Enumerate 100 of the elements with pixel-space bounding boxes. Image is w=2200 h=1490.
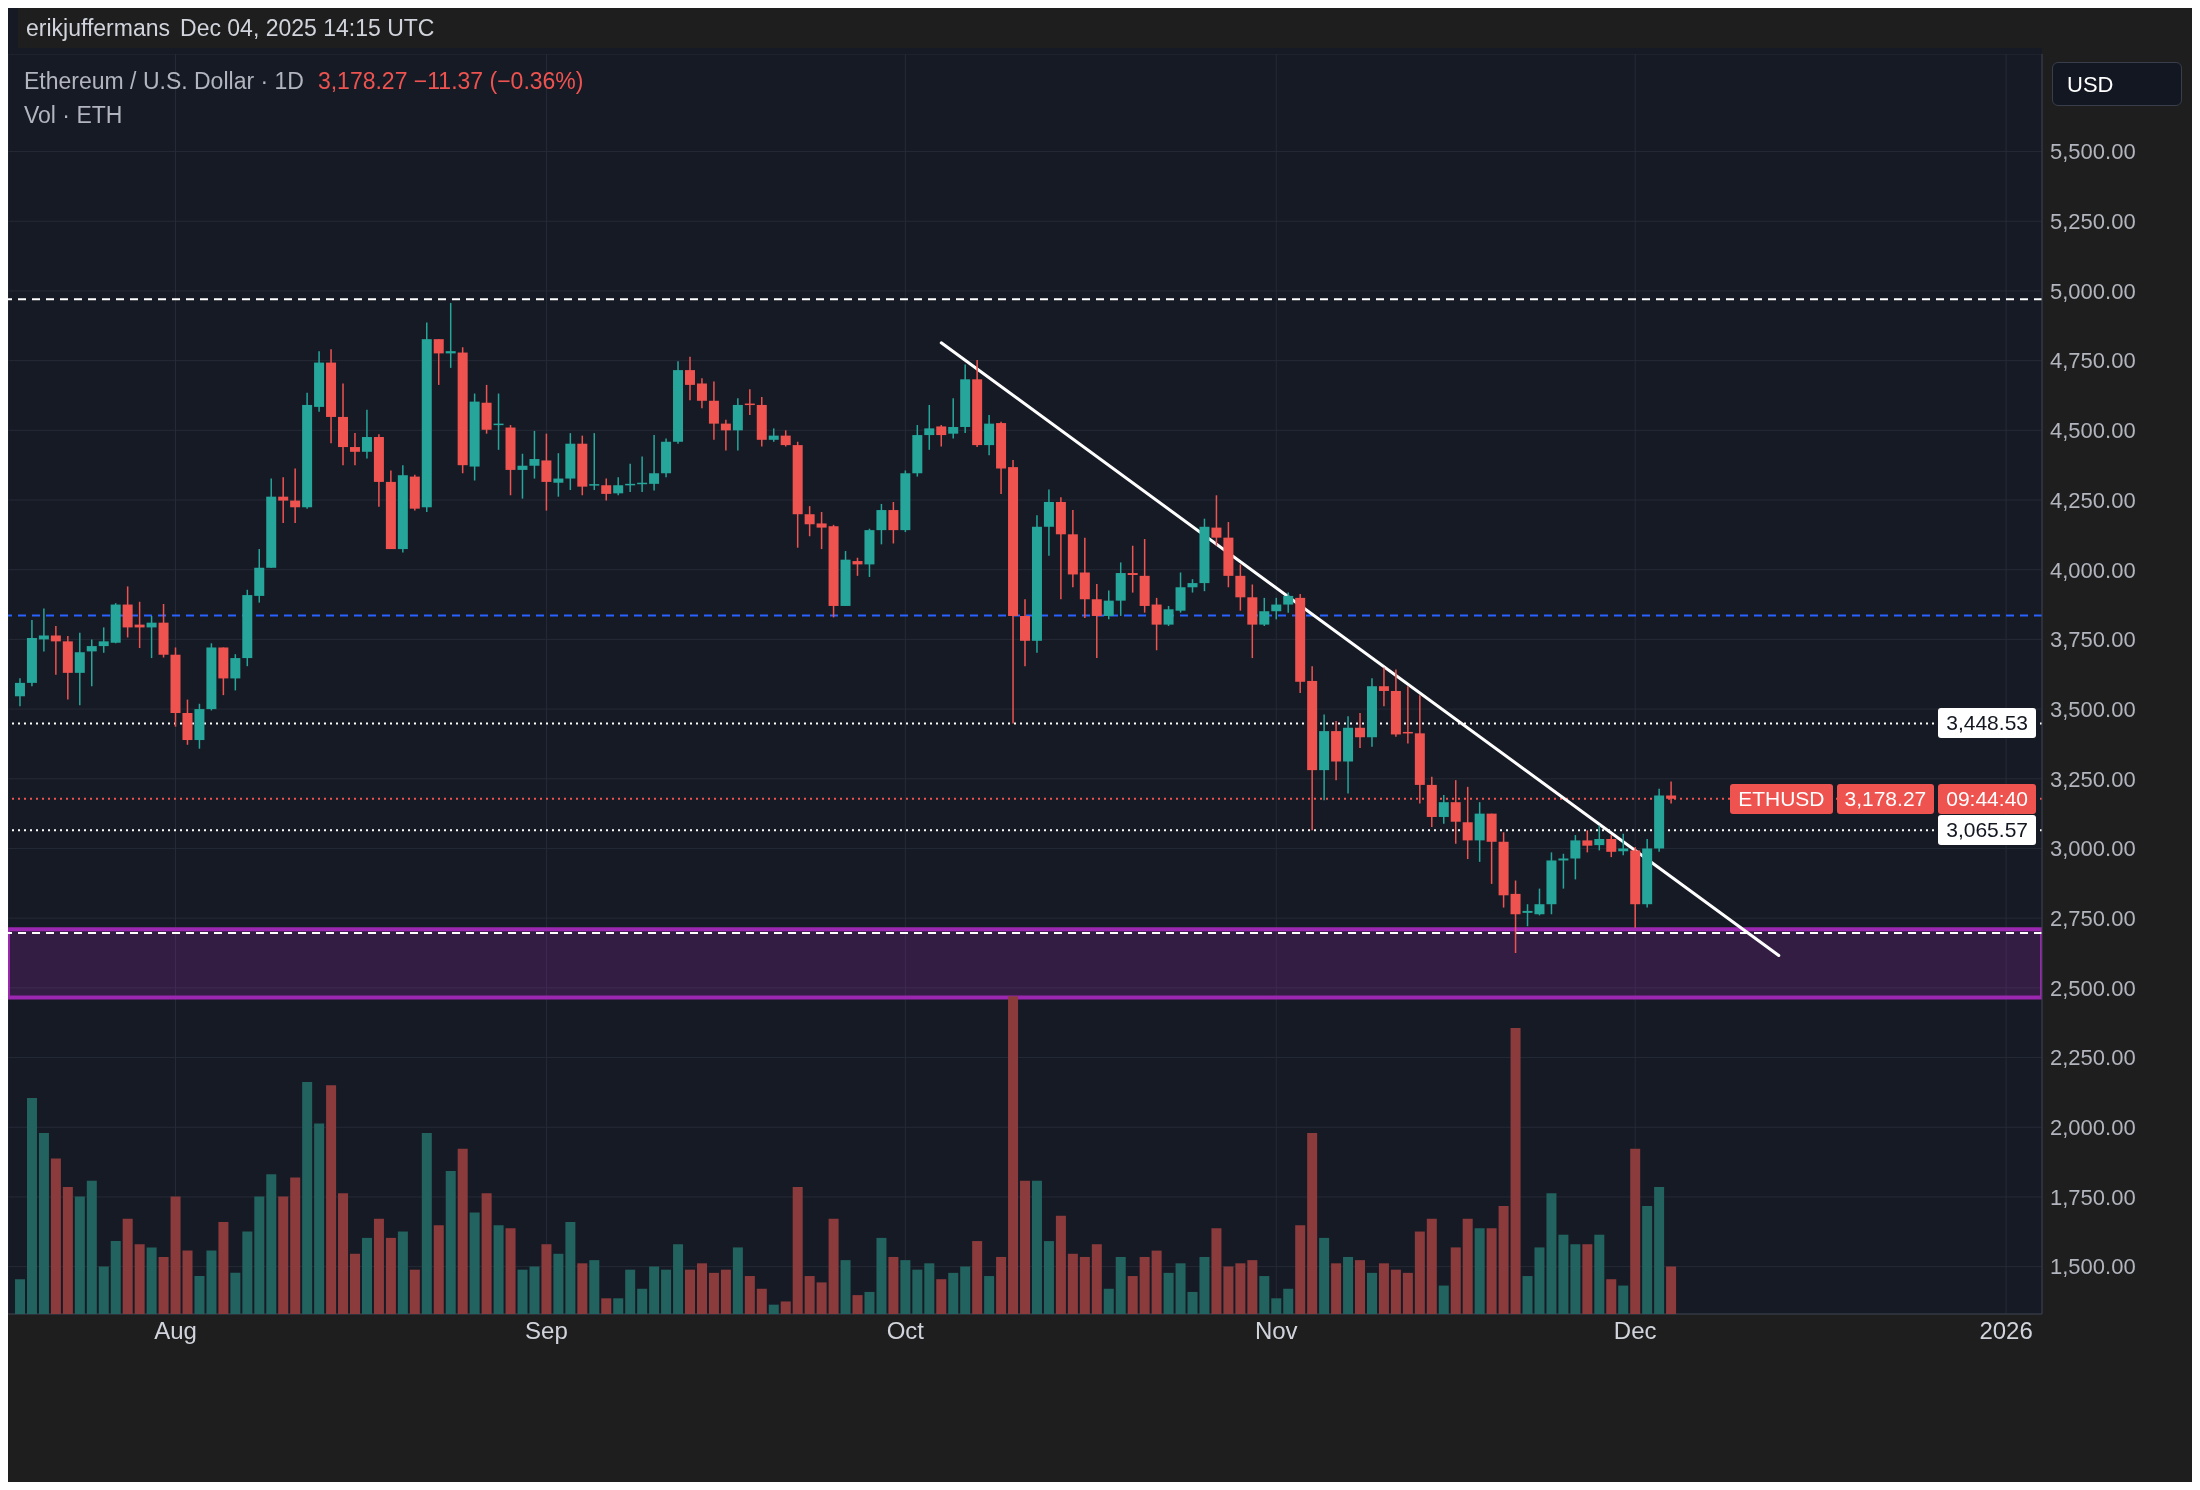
bar bbox=[1558, 1234, 1569, 1314]
candlestick bbox=[1283, 591, 1294, 614]
bar bbox=[1474, 1228, 1485, 1314]
candlestick bbox=[1151, 597, 1162, 652]
candlestick bbox=[888, 501, 899, 545]
bar bbox=[553, 1253, 564, 1314]
candlestick bbox=[1103, 589, 1114, 621]
candlestick bbox=[1606, 834, 1617, 858]
bar bbox=[1223, 1266, 1234, 1314]
bar bbox=[708, 1272, 719, 1314]
candlestick bbox=[684, 355, 695, 401]
bar bbox=[756, 1288, 767, 1314]
bar bbox=[876, 1237, 887, 1314]
candlestick bbox=[433, 338, 444, 386]
bar bbox=[326, 1085, 337, 1314]
bar bbox=[1546, 1193, 1557, 1314]
bar bbox=[350, 1253, 361, 1314]
bar bbox=[1271, 1298, 1282, 1314]
candlestick bbox=[816, 511, 827, 550]
candlestick bbox=[613, 476, 624, 497]
y-tick-label: 1,500.00 bbox=[2050, 1254, 2136, 1280]
candlestick bbox=[1175, 571, 1186, 614]
bar bbox=[1510, 1027, 1521, 1314]
text: Dec 04, 2025 14:15 UTC bbox=[180, 15, 435, 41]
bar bbox=[1378, 1263, 1389, 1314]
candlestick bbox=[361, 408, 372, 460]
bar bbox=[972, 1240, 983, 1314]
bar bbox=[541, 1244, 552, 1314]
bar bbox=[1642, 1205, 1653, 1314]
candlestick bbox=[1127, 544, 1138, 594]
candlestick bbox=[1582, 829, 1593, 854]
candlestick bbox=[1211, 494, 1222, 547]
bar bbox=[840, 1259, 851, 1314]
bar bbox=[1043, 1240, 1054, 1314]
bar bbox=[445, 1170, 456, 1314]
bar bbox=[86, 1180, 97, 1314]
bar bbox=[1055, 1215, 1066, 1314]
bar bbox=[98, 1266, 109, 1314]
bar bbox=[649, 1266, 660, 1314]
bar bbox=[948, 1272, 959, 1314]
y-tick-label: 3,500.00 bbox=[2050, 696, 2136, 722]
bar bbox=[1235, 1263, 1246, 1314]
y-tick-label: 4,750.00 bbox=[2050, 348, 2136, 374]
bar bbox=[996, 1256, 1007, 1314]
bar bbox=[1283, 1288, 1294, 1314]
bar bbox=[1486, 1228, 1497, 1314]
bar bbox=[888, 1256, 899, 1314]
candlestick bbox=[529, 430, 540, 480]
bar bbox=[254, 1196, 265, 1314]
candlestick bbox=[649, 434, 660, 492]
candlestick bbox=[541, 432, 552, 512]
bar bbox=[122, 1218, 133, 1314]
bar bbox=[1020, 1180, 1031, 1314]
candlestick bbox=[852, 556, 863, 577]
bar bbox=[565, 1221, 576, 1314]
bar bbox=[1366, 1272, 1377, 1314]
x-tick-label: Sep bbox=[525, 1317, 568, 1345]
bar bbox=[912, 1269, 923, 1314]
bar bbox=[481, 1193, 492, 1314]
bar bbox=[493, 1224, 504, 1314]
candlestick bbox=[517, 452, 528, 500]
bar bbox=[409, 1269, 420, 1314]
bar bbox=[433, 1224, 444, 1314]
y-tick-label: 1,750.00 bbox=[2050, 1184, 2136, 1210]
ref-line-label: ETHUSD bbox=[1730, 783, 1833, 814]
bar bbox=[637, 1288, 648, 1314]
y-tick-label: 2,250.00 bbox=[2050, 1045, 2136, 1071]
bar bbox=[744, 1275, 755, 1314]
bar bbox=[469, 1212, 480, 1314]
bar bbox=[1211, 1228, 1222, 1314]
bar bbox=[230, 1272, 241, 1314]
bar bbox=[15, 1279, 26, 1314]
ref-line-label: 3,065.57 bbox=[1938, 815, 2036, 846]
bar bbox=[158, 1256, 169, 1314]
bar bbox=[1414, 1231, 1425, 1314]
y-tick-label: 2,500.00 bbox=[2050, 975, 2136, 1001]
bar bbox=[457, 1148, 468, 1314]
bar bbox=[242, 1231, 253, 1314]
bar bbox=[505, 1228, 516, 1314]
candlestick bbox=[948, 397, 959, 440]
text: Ethereum / U.S. Dollar · 1D bbox=[24, 68, 304, 94]
bar bbox=[1175, 1263, 1186, 1314]
bar bbox=[780, 1301, 791, 1314]
candlestick bbox=[1091, 583, 1102, 659]
candlestick bbox=[445, 302, 456, 369]
candlestick bbox=[924, 404, 935, 451]
bar bbox=[1594, 1234, 1605, 1314]
bar bbox=[338, 1193, 349, 1314]
bar bbox=[792, 1186, 803, 1314]
bar bbox=[625, 1269, 636, 1314]
bar bbox=[613, 1298, 624, 1314]
bar bbox=[146, 1247, 157, 1314]
bar bbox=[1091, 1244, 1102, 1314]
bar bbox=[577, 1263, 588, 1314]
bar bbox=[1115, 1256, 1126, 1314]
y-tick-label: 4,000.00 bbox=[2050, 557, 2136, 583]
bar bbox=[720, 1269, 731, 1314]
ref-line-label: 3,448.53 bbox=[1938, 708, 2036, 739]
bar bbox=[1582, 1244, 1593, 1314]
bar bbox=[1151, 1250, 1162, 1314]
